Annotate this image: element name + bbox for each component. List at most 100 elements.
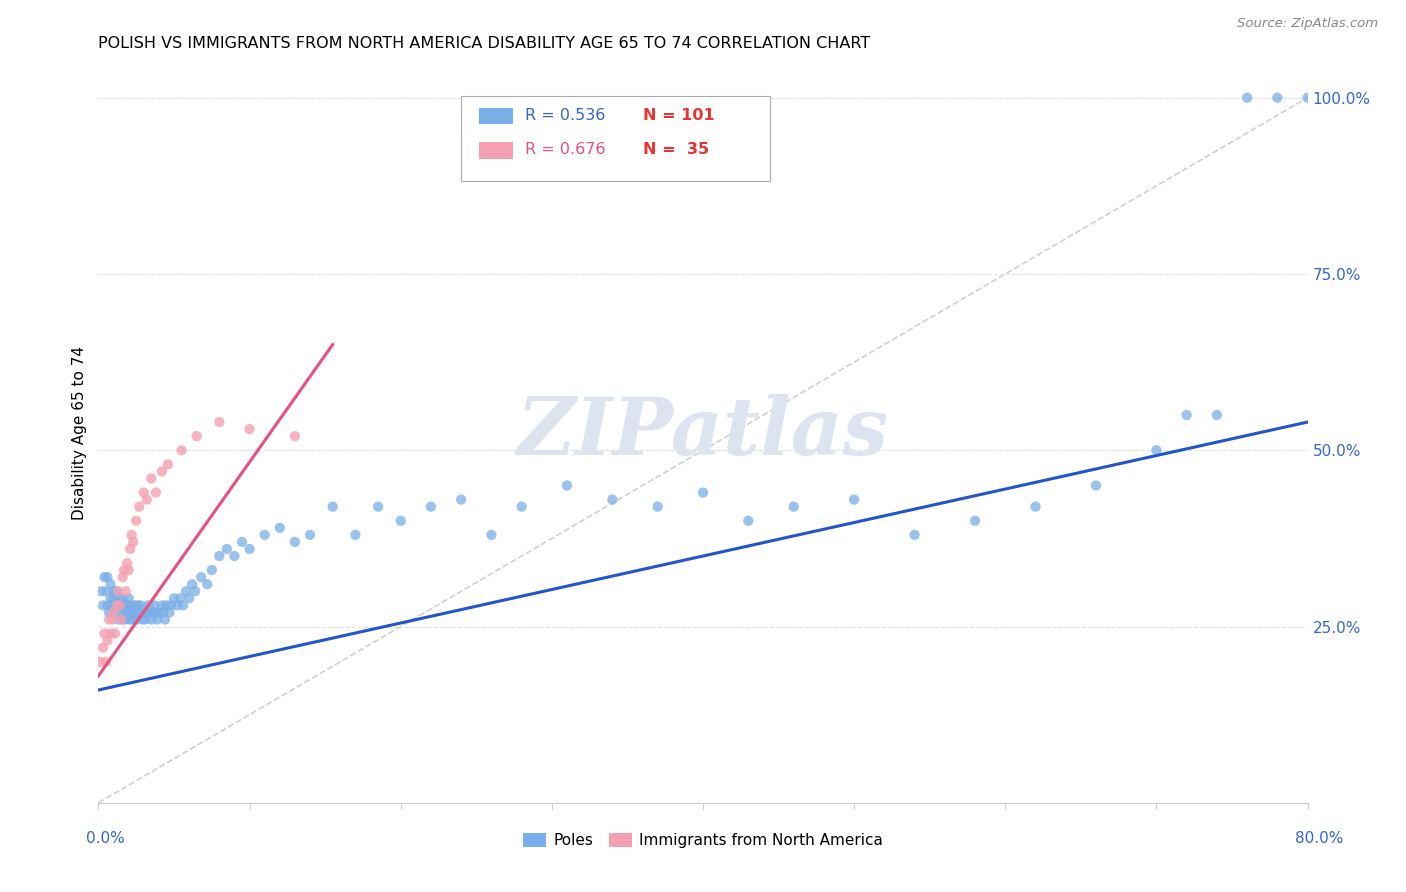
Point: [737, 514, 759, 528]
Point: [284, 429, 307, 443]
Point: [215, 541, 238, 556]
Point: [134, 612, 156, 626]
Point: [122, 612, 145, 626]
Point: [121, 606, 143, 620]
Point: [96, 599, 118, 613]
FancyBboxPatch shape: [479, 143, 513, 159]
Point: [103, 584, 125, 599]
Point: [127, 599, 149, 613]
Point: [103, 606, 125, 620]
Point: [114, 612, 136, 626]
FancyBboxPatch shape: [479, 108, 513, 124]
Point: [1236, 91, 1258, 105]
Point: [129, 599, 152, 613]
Point: [139, 606, 162, 620]
Point: [121, 599, 143, 613]
Point: [692, 485, 714, 500]
Point: [98, 612, 121, 626]
Point: [190, 570, 212, 584]
Point: [555, 478, 578, 492]
Point: [105, 599, 128, 613]
Point: [231, 535, 253, 549]
Point: [118, 591, 141, 606]
Point: [104, 626, 127, 640]
Point: [1267, 91, 1289, 105]
Text: N = 101: N = 101: [643, 108, 714, 122]
Point: [153, 612, 176, 626]
Point: [120, 541, 142, 556]
Point: [115, 599, 138, 613]
Point: [110, 606, 132, 620]
Point: [91, 640, 114, 655]
Point: [101, 612, 124, 626]
Point: [155, 599, 177, 613]
Y-axis label: Disability Age 65 to 74: Disability Age 65 to 74: [72, 345, 87, 520]
Point: [146, 612, 169, 626]
Point: [111, 591, 134, 606]
Point: [208, 415, 231, 429]
Point: [94, 584, 117, 599]
Point: [186, 429, 208, 443]
Point: [100, 591, 122, 606]
Point: [239, 422, 262, 436]
Point: [105, 606, 128, 620]
Text: Source: ZipAtlas.com: Source: ZipAtlas.com: [1237, 17, 1378, 29]
Point: [253, 528, 276, 542]
Point: [201, 563, 224, 577]
Point: [96, 570, 118, 584]
Point: [179, 591, 201, 606]
Point: [152, 606, 174, 620]
Point: [103, 591, 125, 606]
Point: [141, 612, 163, 626]
Point: [94, 655, 117, 669]
Point: [159, 606, 181, 620]
Point: [104, 599, 127, 613]
Point: [93, 570, 115, 584]
Point: [100, 577, 122, 591]
Text: 80.0%: 80.0%: [1295, 831, 1343, 846]
Point: [172, 599, 194, 613]
Point: [224, 549, 246, 563]
Point: [115, 556, 138, 570]
Point: [105, 584, 128, 599]
Point: [96, 633, 118, 648]
Point: [142, 606, 165, 620]
Point: [322, 500, 344, 514]
Point: [112, 599, 135, 613]
Point: [111, 570, 134, 584]
Point: [107, 599, 129, 613]
Point: [128, 606, 150, 620]
Point: [125, 606, 148, 620]
Point: [122, 535, 145, 549]
Point: [89, 655, 111, 669]
Point: [132, 606, 155, 620]
Point: [420, 500, 443, 514]
Point: [136, 599, 159, 613]
Point: [111, 612, 134, 626]
Point: [141, 471, 163, 485]
Point: [114, 584, 136, 599]
Text: POLISH VS IMMIGRANTS FROM NORTH AMERICA DISABILITY AGE 65 TO 74 CORRELATION CHAR: POLISH VS IMMIGRANTS FROM NORTH AMERICA …: [98, 36, 870, 51]
Point: [150, 464, 173, 478]
Point: [965, 514, 987, 528]
Point: [131, 612, 153, 626]
Text: 0.0%: 0.0%: [86, 831, 125, 846]
Point: [184, 584, 207, 599]
Point: [783, 500, 806, 514]
Point: [90, 584, 112, 599]
Point: [145, 485, 167, 500]
Point: [128, 500, 150, 514]
Point: [269, 521, 291, 535]
Point: [166, 599, 188, 613]
Point: [510, 500, 533, 514]
Point: [239, 541, 262, 556]
Point: [108, 599, 131, 613]
Point: [114, 606, 136, 620]
Point: [163, 591, 186, 606]
Point: [1206, 408, 1229, 422]
Point: [108, 591, 131, 606]
Point: [1144, 443, 1167, 458]
Point: [110, 612, 132, 626]
Point: [1175, 408, 1198, 422]
Text: R = 0.676: R = 0.676: [526, 143, 606, 157]
